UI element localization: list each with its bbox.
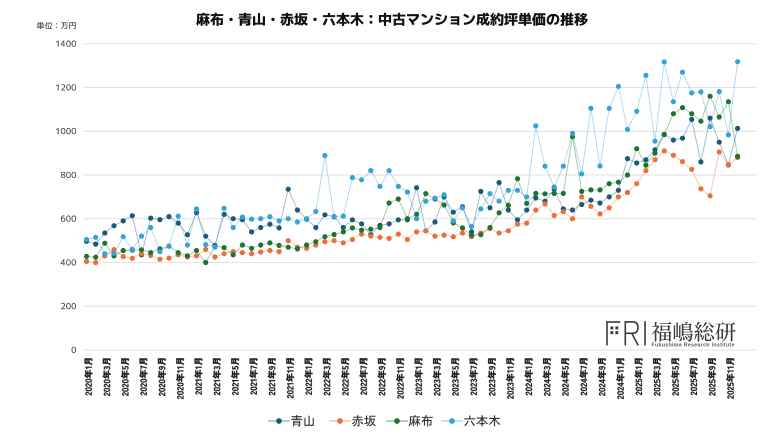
svg-text:Fukushima Research Institute: Fukushima Research Institute	[652, 342, 735, 348]
